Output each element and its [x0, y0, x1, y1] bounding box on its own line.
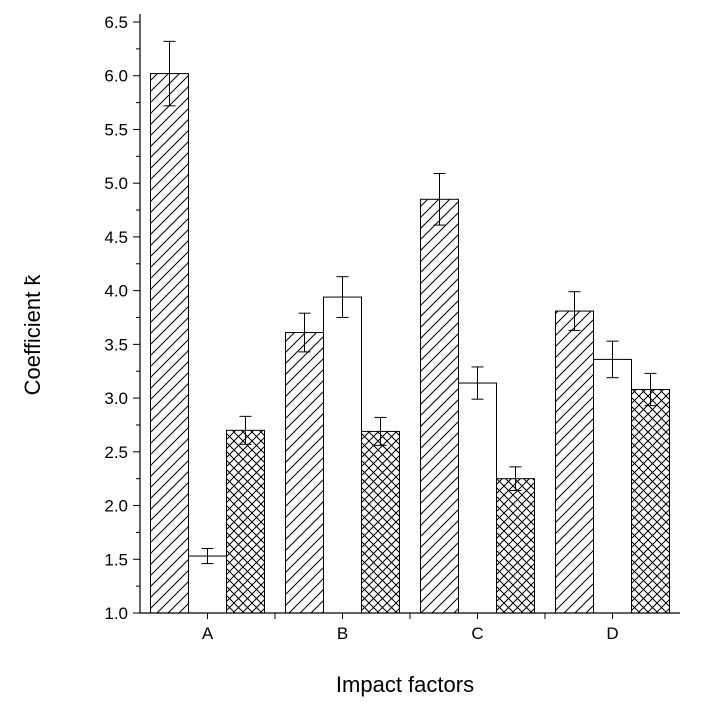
- bar-D-series-2: [593, 358, 632, 614]
- y-tick-label: 3.5: [104, 335, 128, 354]
- bar-C-series-3: [496, 478, 535, 614]
- bar-A-series-1: [150, 73, 189, 614]
- y-tick-label: 6.0: [104, 67, 128, 86]
- bar-C-series-2: [458, 382, 497, 614]
- bar-A-series-2: [188, 555, 227, 614]
- bars-layer: [150, 73, 670, 614]
- y-tick-label: 2.5: [104, 443, 128, 462]
- y-tick-label: 1.5: [104, 550, 128, 569]
- error-bars-layer: [163, 40, 657, 565]
- x-tick-label: D: [606, 624, 618, 643]
- x-tick-label: C: [471, 624, 483, 643]
- y-tick-label: 4.5: [104, 228, 128, 247]
- bar-B-series-3: [361, 430, 400, 614]
- y-tick-label: 6.5: [104, 13, 128, 32]
- y-tick-label: 1.0: [104, 604, 128, 623]
- axes-layer: A B C D 1.0 1.5 2.0 2.5 3.0 3.5 4.0 4.5 5.0 5.5 6.0 6.5: [104, 13, 680, 643]
- y-tick-label: 5.0: [104, 174, 128, 193]
- y-tick-label: 4.0: [104, 282, 128, 301]
- bar-B-series-2: [323, 296, 362, 614]
- bar-A-series-3: [226, 429, 265, 614]
- x-tick-label: A: [202, 624, 214, 643]
- y-tick-label: 2.0: [104, 497, 128, 516]
- y-tick-label: 3.0: [104, 389, 128, 408]
- y-axis-title: Coefficient k̄: [20, 274, 45, 396]
- bar-C-series-1: [420, 198, 459, 614]
- y-tick-label: 5.5: [104, 120, 128, 139]
- bar-D-series-1: [555, 310, 594, 614]
- x-axis-title: Impact factors: [336, 672, 474, 697]
- bar-D-series-3: [631, 388, 670, 614]
- x-tick-label: B: [337, 624, 348, 643]
- bar-B-series-1: [285, 332, 324, 614]
